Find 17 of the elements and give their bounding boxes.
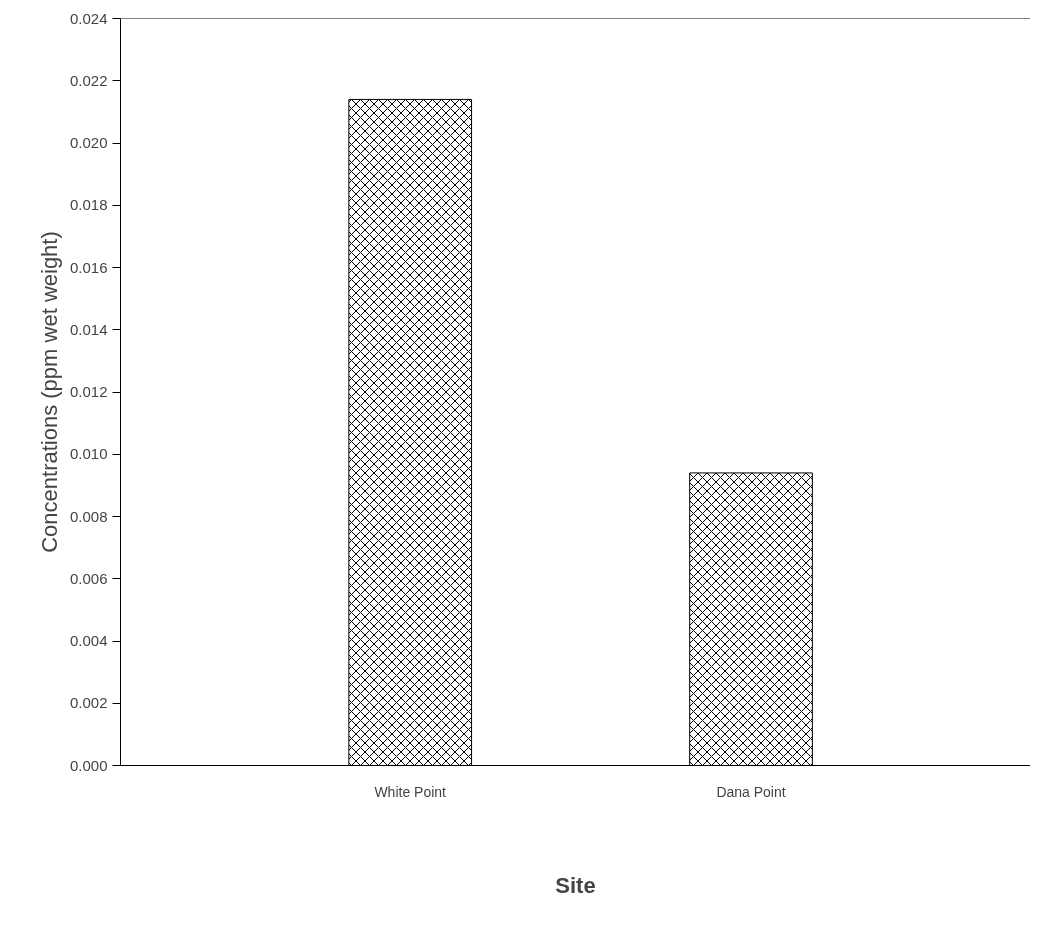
y-axis-title: Concentrations (ppm wet weight) [36,231,62,553]
y-tick-label: 0.004 [69,632,108,649]
y-tick-label: 0.008 [69,507,108,525]
y-tick-label: 0.018 [69,196,108,214]
y-tick-label: 0.016 [69,258,108,276]
y-tick-label: 0.022 [69,71,108,89]
y-tick-label: 0.014 [69,320,108,338]
x-axis-title: Site [555,872,596,898]
y-tick-label: 0.006 [69,569,108,587]
y-tick-label: 0.010 [69,445,108,463]
x-tick-label: White Point [374,783,447,800]
y-tick-label: 0.024 [69,9,108,27]
y-tick-label: 0.002 [69,694,108,712]
y-tick-label: 0.012 [69,383,108,400]
x-tick-label: Dana Point [716,783,786,800]
y-tick-label: 0.000 [69,756,108,774]
y-tick-label: 0.020 [69,134,108,151]
